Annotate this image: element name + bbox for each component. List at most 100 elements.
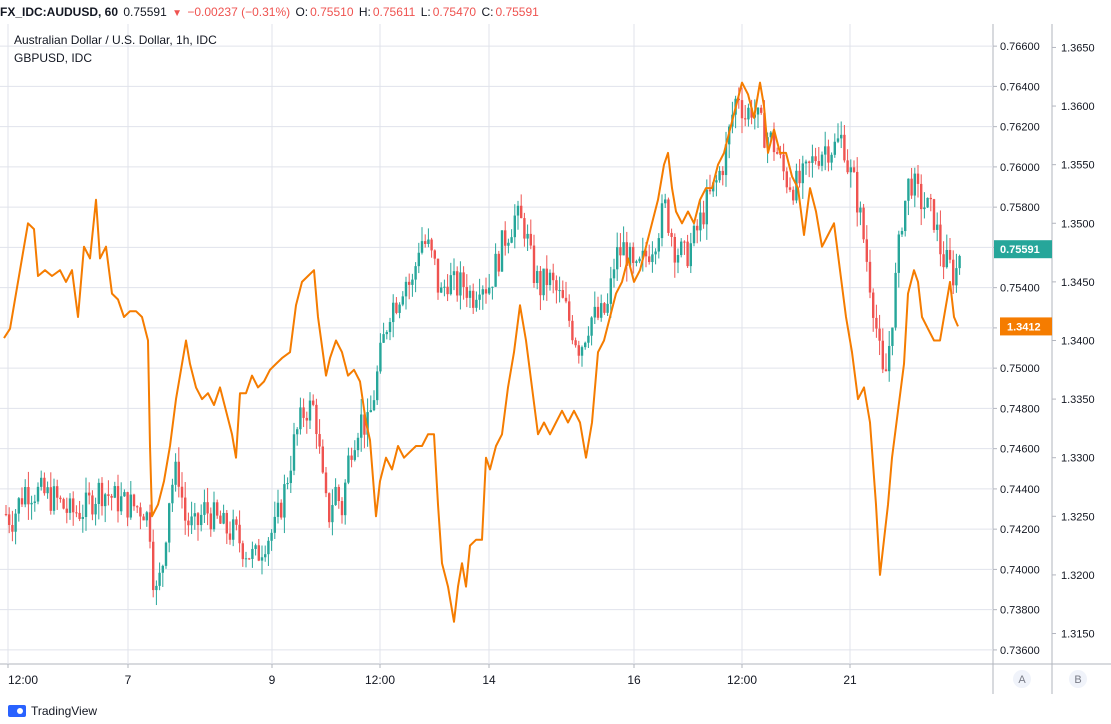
candle-body [318, 434, 321, 447]
candle-body [433, 250, 436, 259]
candle-body [164, 542, 168, 566]
candle-body [657, 238, 660, 252]
candle-body [401, 296, 404, 305]
price-chart[interactable]: 0.766000.764000.762000.760000.758000.756… [0, 24, 1111, 694]
candle-body [638, 258, 641, 262]
x-tick-label: 16 [627, 673, 641, 687]
candle-body [622, 242, 625, 256]
symbol-title[interactable]: FX_IDC:AUDUSD, 60 [0, 5, 119, 19]
candle-body [916, 173, 920, 184]
scale-b-button[interactable] [1069, 670, 1087, 688]
compare-last-tag-label: 1.3412 [1007, 321, 1041, 333]
candle-body [241, 543, 244, 560]
candle-body [104, 494, 107, 507]
candle-body [449, 275, 452, 295]
last-price: 0.75591 [123, 5, 167, 19]
candle-body [427, 239, 430, 244]
candle-body [718, 170, 721, 181]
candle-body [11, 524, 14, 532]
candle-body [46, 487, 49, 494]
candle-body [827, 146, 830, 163]
candle-body [203, 502, 206, 515]
candle-body [488, 287, 491, 294]
candle-body [520, 205, 523, 219]
gbpusd-line [3, 81, 959, 623]
candle-body [776, 152, 779, 154]
candle-body [942, 254, 945, 268]
candle-body [417, 252, 420, 267]
candle-body [142, 516, 145, 521]
main-series-legend[interactable]: Australian Dollar / U.S. Dollar, 1h, IDC [14, 33, 217, 47]
candle-body [84, 492, 88, 518]
candle-body [897, 234, 900, 273]
candle-body [846, 160, 849, 173]
candle-body [769, 132, 772, 138]
y-left-tick-label: 0.74200 [1000, 524, 1040, 536]
y-right-tick-label: 1.3550 [1061, 160, 1095, 172]
compare-series-legend[interactable]: GBPUSD, IDC [14, 51, 93, 65]
candle-body [436, 258, 440, 293]
candle-body [955, 268, 958, 286]
candle-body [910, 178, 913, 196]
candle-body [337, 486, 340, 502]
x-tick-label: 14 [482, 673, 496, 687]
candle-body [862, 207, 865, 240]
y-left-tick-label: 0.76600 [1000, 41, 1040, 53]
candle-body [392, 302, 395, 323]
candle-body [664, 199, 667, 204]
y-left-tick-label: 0.73600 [1000, 645, 1040, 657]
candle-body [257, 545, 260, 561]
tradingview-icon [8, 705, 26, 717]
high-label: H: [358, 5, 371, 19]
candle-body [190, 516, 193, 526]
candle-body [75, 512, 78, 514]
candle-body [676, 255, 680, 263]
candle-body [785, 171, 788, 188]
candle-body [958, 256, 961, 269]
candle-body [180, 486, 184, 498]
down-arrow-icon: ▼ [172, 8, 183, 19]
candle-body [132, 494, 136, 507]
candle-body [321, 446, 324, 473]
candle-body [824, 146, 827, 155]
candle-body [772, 132, 776, 153]
y-left-tick-label: 0.73800 [1000, 605, 1040, 617]
scale-a-button[interactable] [1013, 670, 1031, 688]
x-tick-label: 12:00 [8, 673, 38, 687]
candle-body [152, 541, 155, 591]
candle-body [196, 513, 200, 526]
y-right-tick-label: 1.3250 [1061, 511, 1095, 523]
candle-body [88, 492, 91, 496]
candle-body [708, 189, 712, 192]
candle-body [369, 410, 372, 413]
candle-body [414, 266, 417, 280]
candle-body [328, 493, 331, 523]
candle-body [68, 498, 72, 513]
candle-body [904, 200, 907, 232]
candle-body [936, 224, 939, 230]
candle-body [596, 306, 600, 318]
candle-body [129, 494, 132, 518]
candle-body [814, 156, 817, 162]
candle-body [792, 189, 795, 201]
candle-body [382, 334, 385, 343]
y-left-tick-label: 0.74000 [1000, 564, 1040, 576]
candle-body [65, 508, 68, 513]
candle-body [312, 400, 315, 405]
candle-body [465, 286, 468, 298]
candle-body [264, 554, 267, 558]
candle-body [148, 512, 152, 542]
y-left-tick-label: 0.75800 [1000, 202, 1040, 214]
candle-body [913, 173, 916, 196]
candle-body [248, 558, 251, 560]
low-value: 0.75470 [432, 5, 477, 19]
candle-body [260, 557, 264, 561]
candle-body [878, 328, 881, 341]
candle-body [56, 486, 59, 498]
candle-body [859, 207, 862, 213]
candle-body [379, 342, 382, 372]
tradingview-logo[interactable]: TradingView [8, 704, 97, 718]
x-tick-label: 9 [269, 673, 276, 687]
open-label: O: [295, 5, 309, 19]
candle-body [580, 347, 584, 356]
